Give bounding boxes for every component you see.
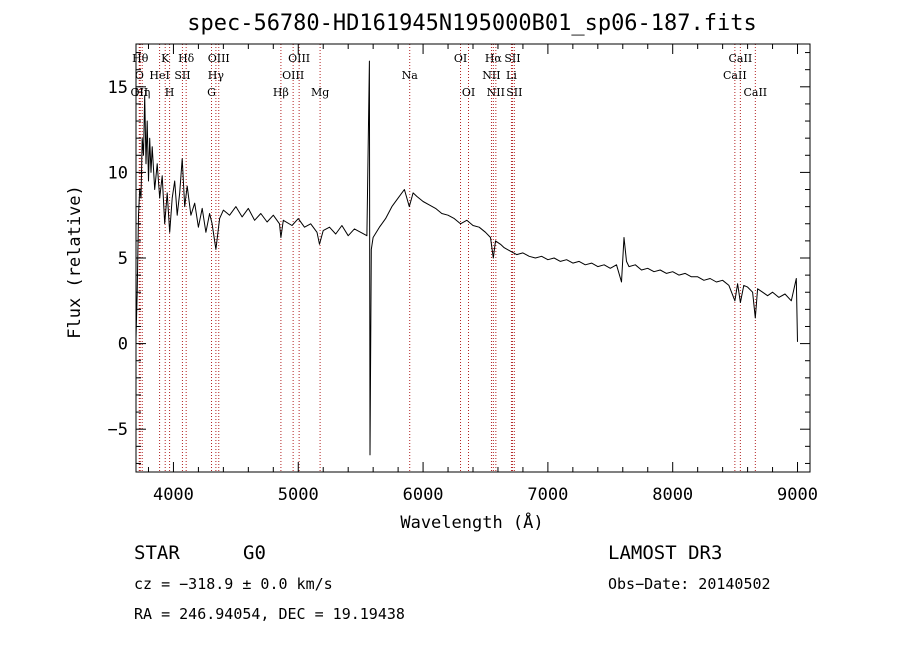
marker-label: O <box>135 69 144 82</box>
marker-label: NII <box>482 69 500 82</box>
marker-label: Hθ <box>132 52 149 65</box>
marker-label: Hα <box>485 52 503 65</box>
marker-label: SII <box>174 69 190 82</box>
marker-label: CaII <box>729 52 753 65</box>
emission-line-markers <box>138 44 756 472</box>
x-tick-label: 8000 <box>652 485 693 505</box>
marker-label: Hβ <box>273 86 289 99</box>
marker-label: SII <box>504 52 520 65</box>
marker-label: OIII <box>288 52 310 65</box>
redshift-cz: cz = −318.9 ± 0.0 km/s <box>134 575 333 593</box>
marker-label: K <box>161 52 170 65</box>
x-tick-label: 6000 <box>403 485 444 505</box>
marker-label: HeI <box>149 69 169 82</box>
marker-label: Na <box>402 69 419 82</box>
x-tick-label: 5000 <box>278 485 319 505</box>
emission-line-labels: Hθ Hη K Hδ OII O HeI SII H OIII Hγ G Hβ OIII OIII Mg Na O… <box>131 52 768 99</box>
x-axis-label: Wavelength (Å) <box>400 511 543 533</box>
object-subclass: G0 <box>243 542 266 564</box>
marker-label: OIII <box>282 69 304 82</box>
marker-label: Hη <box>134 86 150 99</box>
marker-label: OIII <box>208 52 230 65</box>
marker-label: OII <box>131 86 149 99</box>
observation-date: Obs−Date: 20140502 <box>608 575 771 593</box>
plot-frame <box>135 43 811 473</box>
x-tick-label: 9000 <box>777 485 818 505</box>
y-axis-label: Flux (relative) <box>65 185 85 339</box>
y-tick-label: 0 <box>118 335 128 355</box>
marker-label: OI <box>462 86 475 99</box>
x-axis: 4000 5000 6000 7000 8000 9000 <box>147 44 818 505</box>
y-axis: −5 0 5 10 15 <box>108 52 810 464</box>
survey-name: LAMOST DR3 <box>608 542 722 564</box>
marker-label: CaII <box>723 69 747 82</box>
object-class: STAR <box>134 542 180 564</box>
y-tick-label: 5 <box>118 249 128 269</box>
y-tick-label: −5 <box>108 420 128 440</box>
marker-label: NII <box>487 86 505 99</box>
marker-label: SII <box>506 86 522 99</box>
marker-label: OI <box>454 52 467 65</box>
y-tick-label: 10 <box>108 163 128 183</box>
marker-label: Hδ <box>178 52 195 65</box>
marker-label: CaII <box>743 86 767 99</box>
spectrum-line <box>135 60 798 456</box>
chart-title: spec-56780-HD161945N195000B01_sp06-187.f… <box>187 11 757 36</box>
marker-label: Mg <box>311 86 329 99</box>
marker-label: H <box>165 86 175 99</box>
marker-label: G <box>207 86 216 99</box>
y-tick-label: 15 <box>108 78 128 98</box>
marker-label: Hγ <box>208 69 225 82</box>
coordinates: RA = 246.94054, DEC = 19.19438 <box>134 605 405 623</box>
marker-label: Li <box>506 69 517 82</box>
x-tick-label: 7000 <box>527 485 568 505</box>
spectrum-series <box>135 60 798 456</box>
x-tick-label: 4000 <box>153 485 194 505</box>
